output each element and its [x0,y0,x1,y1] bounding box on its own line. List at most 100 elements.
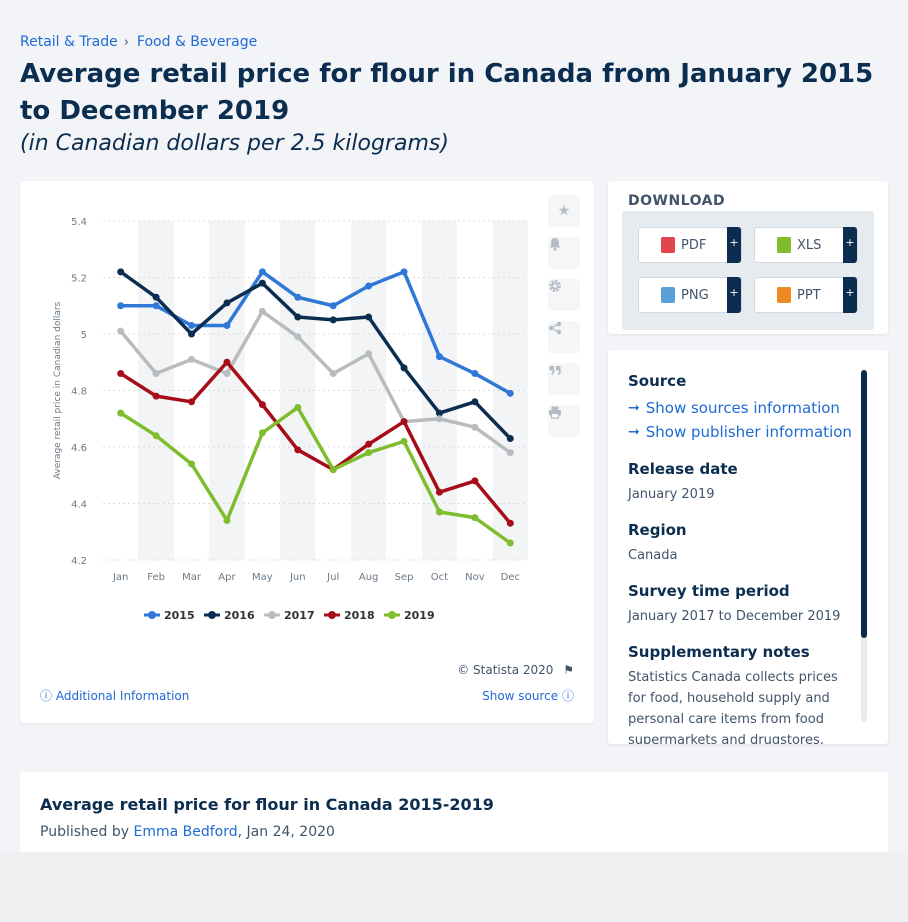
show-publisher-label: Show publisher information [645,423,852,441]
show-source-link[interactable]: Show source ⓘ [482,687,574,704]
data-point-2018 [471,477,479,485]
x-tick-label: Nov [465,572,485,583]
data-point-2016 [117,268,125,276]
download-xls-button[interactable]: XLS + [754,227,858,263]
data-point-2019 [506,539,514,547]
show-sources-link[interactable]: ➞ Show sources information [628,396,853,420]
breadcrumb-item-retail-trade[interactable]: Retail & Trade [20,34,118,50]
download-title: DOWNLOAD [628,193,726,209]
x-tick-label: Feb [147,572,165,583]
release-date-value: January 2019 [628,487,715,502]
series-line-2018 [119,360,512,525]
related-statistic-title[interactable]: Average retail price for flour in Canada… [40,795,494,814]
copyright-label: © Statista 2020 ⚑ [457,663,574,677]
scrollbar-thumb[interactable] [861,370,867,638]
y-tick-label: 5 [81,330,87,341]
data-point-2019 [329,466,337,474]
series-line-2019 [119,405,512,545]
y-tick-label: 4.2 [71,556,87,567]
download-pdf-button[interactable]: PDF + [638,227,742,263]
x-tick-label: Oct [431,572,448,583]
x-tick-label: Jun [289,572,306,583]
page-subtitle: (in Canadian dollars per 2.5 kilograms) [20,131,449,156]
x-tick-label: May [252,572,273,583]
supplementary-notes-value: Statistics Canada collects prices for fo… [628,670,838,744]
data-point-2016 [365,313,373,321]
breadcrumb-item-food-beverage[interactable]: Food & Beverage [136,34,258,50]
x-tick-label: Jan [112,572,128,583]
y-tick-label: 5.2 [71,274,87,285]
arrow-right-icon: ➞ [628,400,640,416]
data-point-2017 [223,370,231,378]
data-point-2017 [365,350,373,358]
x-tick-label: Sep [395,572,414,583]
plus-icon: + [843,227,857,263]
data-point-2015 [435,353,443,361]
source-info-content: Source ➞ Show sources information ➞ Show… [628,372,853,744]
publication-info: Published by Emma Bedford, Jan 24, 2020 [40,824,335,840]
legend-label-2016: 2016 [224,609,255,622]
data-point-2019 [471,514,479,522]
share-button[interactable] [548,321,580,353]
data-point-2018 [294,446,302,454]
x-tick-label: Apr [218,572,236,583]
data-point-2017 [117,327,125,335]
data-point-2017 [188,355,196,363]
data-point-2019 [294,403,302,411]
additional-information-link[interactable]: ⓘ Additional Information [40,687,189,704]
data-point-2019 [400,437,408,445]
data-point-2019 [223,516,231,524]
ppt-file-icon [777,287,791,303]
data-point-2016 [435,409,443,417]
data-point-2017 [294,333,302,341]
download-ppt-label: PPT [797,287,821,303]
show-publisher-link[interactable]: ➞ Show publisher information [628,420,853,444]
notification-button[interactable] [548,237,580,269]
flag-icon[interactable]: ⚑ [563,663,574,677]
data-point-2018 [400,418,408,426]
data-point-2015 [471,370,479,378]
bell-icon [549,238,561,251]
print-button[interactable] [548,405,580,437]
data-point-2015 [294,293,302,301]
x-tick-label: Aug [359,572,379,583]
data-point-2017 [152,370,160,378]
legend-marker-2018 [328,611,336,619]
data-point-2018 [223,358,231,366]
data-point-2018 [188,398,196,406]
download-card: DOWNLOAD PDF + XLS + PNG + PPT + [608,181,888,334]
x-tick-label: Dec [501,572,520,583]
legend-label-2017: 2017 [284,609,315,622]
legend-label-2018: 2018 [344,609,375,622]
data-point-2018 [365,440,373,448]
copyright-text: © Statista 2020 [457,663,554,677]
arrow-right-icon: ➞ [628,424,640,440]
x-tick-label: Jul [326,572,339,583]
plus-icon: + [727,227,741,263]
y-axis-title: Average retail price in Canadian dollars [53,301,63,479]
legend-marker-2015 [148,611,156,619]
legend-label-2015: 2015 [164,609,195,622]
data-point-2017 [471,423,479,431]
data-point-2019 [258,429,266,437]
download-xls-label: XLS [797,237,822,253]
region-heading: Region [628,521,687,539]
author-link[interactable]: Emma Bedford [133,824,238,840]
data-point-2018 [506,519,514,527]
download-panel: PDF + XLS + PNG + PPT + [622,211,874,330]
info-icon: ⓘ [561,689,574,703]
favorite-button[interactable]: ★ [548,195,580,227]
data-point-2016 [223,299,231,307]
download-ppt-button[interactable]: PPT + [754,277,858,313]
data-point-2016 [471,398,479,406]
breadcrumb: Retail & Trade › Food & Beverage [20,34,257,50]
line-chart: 4.2 4.4 4.6 4.8 5 5.2 5.4 Jan Feb Mar Apr May Jun Jul… [53,217,528,622]
survey-period-value: January 2017 to December 2019 [628,609,841,624]
page-title: Average retail price for flour in Canada… [20,59,874,126]
download-png-button[interactable]: PNG + [638,277,742,313]
y-tick-label: 5.4 [71,217,87,228]
data-point-2016 [294,313,302,321]
cite-button[interactable] [548,363,580,395]
settings-button[interactable] [548,279,580,311]
chart-card: 4.2 4.4 4.6 4.8 5 5.2 5.4 Jan Feb Mar Apr May Jun Jul… [20,181,594,723]
